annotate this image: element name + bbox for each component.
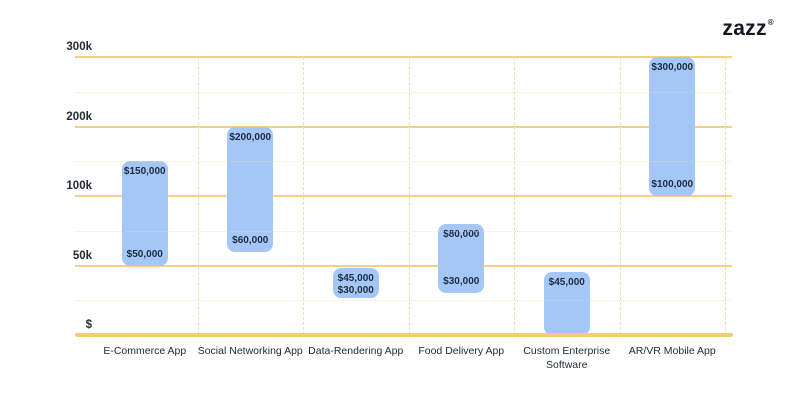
- y-tick-label: 50k: [72, 249, 92, 262]
- bar-low-value-label: $50,000: [126, 248, 163, 260]
- gridline-major: [75, 195, 732, 197]
- registered-trademark-icon: ®: [767, 18, 774, 27]
- bar-low-value-label: $30,000: [443, 276, 480, 288]
- category-label: Data-Rendering App: [308, 345, 404, 357]
- y-tick-label: 100k: [66, 180, 92, 192]
- column-separator: [303, 57, 304, 335]
- cost-range-bar: $300,000 $100,000: [649, 57, 696, 196]
- gridline-major: [75, 264, 732, 267]
- zazz-logo: zazz®: [722, 14, 773, 40]
- cost-range-bar: $45,000 $30,000: [332, 267, 379, 298]
- gridline-minor: [75, 91, 732, 93]
- category-label: E-Commerce App: [103, 345, 187, 357]
- cost-range-bar: $45,000: [543, 272, 590, 335]
- column-separator: [725, 57, 726, 335]
- bar-low-value-label: $60,000: [232, 234, 269, 246]
- category-label: Custom Enterprise Software: [523, 345, 611, 371]
- category-label: Social Networking App: [197, 345, 303, 357]
- gridline-major: [75, 56, 732, 58]
- y-tick-label: 300k: [66, 41, 92, 53]
- cost-range-bar: $150,000 $50,000: [121, 161, 168, 266]
- bar-low-value-label: $30,000: [337, 284, 374, 296]
- gridline-minor: [75, 230, 732, 232]
- column-separator: [197, 57, 199, 335]
- cost-range-bar: $200,000 $60,000: [227, 126, 274, 252]
- category-label: AR/VR Mobile App: [628, 345, 716, 357]
- gridline-major: [75, 125, 732, 128]
- y-tick-label: 200k: [66, 110, 92, 123]
- column-separator: [408, 57, 410, 335]
- bar-high-value-label: $300,000: [651, 62, 694, 73]
- cost-range-bar: $80,000 $30,000: [438, 223, 485, 294]
- column-separator: [619, 57, 621, 335]
- bar-low-value-label: $100,000: [651, 179, 694, 190]
- gridline-minor: [75, 161, 732, 163]
- category-label: Food Delivery App: [418, 345, 505, 357]
- bar-high-value-label: $150,000: [123, 166, 166, 178]
- gridline-minor: [75, 300, 732, 302]
- y-tick-label: $: [85, 319, 92, 331]
- bar-high-value-label: $45,000: [337, 272, 374, 284]
- x-axis-baseline: [75, 333, 733, 337]
- bar-high-value-label: $45,000: [548, 277, 585, 289]
- zazz-logo-text: zazz: [722, 17, 767, 40]
- bar-high-value-label: $80,000: [443, 228, 480, 240]
- column-separator: [514, 57, 515, 335]
- bar-high-value-label: $200,000: [229, 131, 272, 143]
